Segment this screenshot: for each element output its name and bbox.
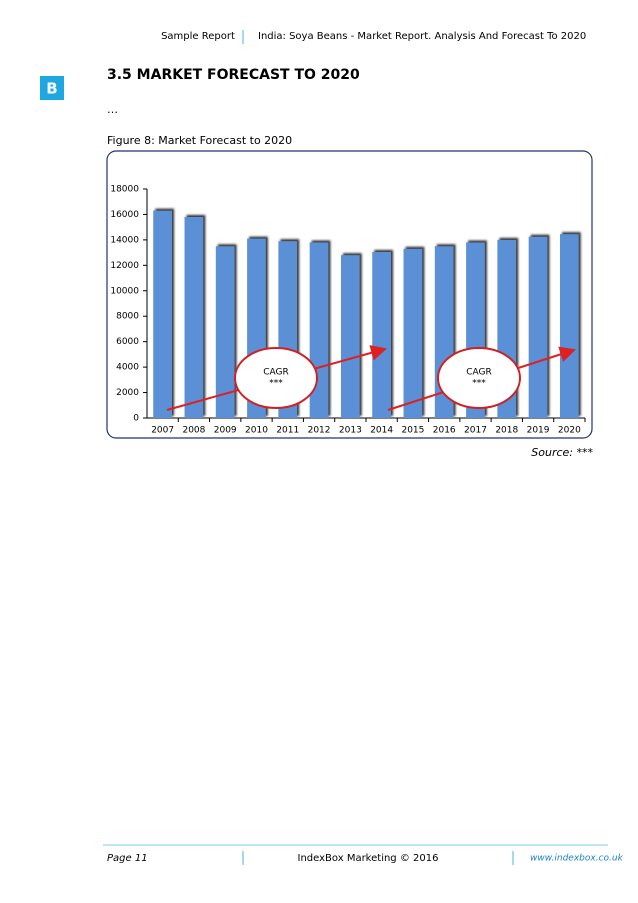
x-tick-label: 2011 xyxy=(276,426,299,436)
y-tick-label: 12000 xyxy=(110,261,139,271)
bar xyxy=(559,234,579,418)
figure-caption: Figure 8: Market Forecast to 2020 xyxy=(107,134,292,147)
footer-url: www.indexbox.co.uk xyxy=(530,854,624,864)
cagr-label: *** xyxy=(269,379,283,389)
bar xyxy=(215,246,235,418)
logo: B xyxy=(46,80,57,98)
section-title: 3.5 MARKET FORECAST TO 2020 xyxy=(107,67,360,83)
x-tick-label: 2017 xyxy=(464,426,487,436)
source: Source: *** xyxy=(531,446,593,459)
y-tick-label: 0 xyxy=(133,414,139,424)
y-tick-label: 6000 xyxy=(116,337,139,347)
x-tick-label: 2009 xyxy=(214,426,237,436)
y-tick-label: 14000 xyxy=(110,235,139,245)
x-tick-label: 2020 xyxy=(558,426,581,436)
bar xyxy=(184,216,204,418)
footer-company: IndexBox Marketing © 2016 xyxy=(298,853,439,864)
logo-box xyxy=(40,76,64,100)
cagr-callout xyxy=(437,347,521,409)
cagr-callout xyxy=(234,347,318,409)
x-tick-label: 2018 xyxy=(495,426,518,436)
bar xyxy=(340,255,360,418)
bar xyxy=(403,248,423,418)
y-tick-label: 4000 xyxy=(116,363,139,373)
y-tick-label: 16000 xyxy=(110,210,139,220)
page-number: Page 11 xyxy=(107,853,148,864)
cagr-label: CAGR xyxy=(263,368,289,378)
bar xyxy=(372,251,392,418)
y-tick-label: 10000 xyxy=(110,286,139,296)
chart: 0 2000 4000 6000 8000 10000 12000 14000 16000 180… xyxy=(110,185,586,436)
x-tick-label: 2016 xyxy=(433,426,456,436)
cagr-label: CAGR xyxy=(466,368,492,378)
x-tick-label: 2012 xyxy=(308,426,331,436)
header-left: Sample Report xyxy=(161,31,235,42)
cagr-label: *** xyxy=(472,379,486,389)
bar xyxy=(528,236,548,418)
ellipsis: … xyxy=(107,103,118,116)
y-tick-label: 18000 xyxy=(110,185,139,195)
x-tick-label: 2007 xyxy=(151,426,174,436)
x-tick-label: 2013 xyxy=(339,426,362,436)
header-right: India: Soya Beans - Market Report. Analy… xyxy=(258,31,586,42)
bar xyxy=(153,210,173,418)
y-tick-label: 8000 xyxy=(116,312,139,322)
x-tick-label: 2015 xyxy=(401,426,424,436)
y-tick-label: 2000 xyxy=(116,388,139,398)
x-tick-label: 2014 xyxy=(370,426,393,436)
x-tick-label: 2010 xyxy=(245,426,268,436)
x-tick-label: 2019 xyxy=(527,426,550,436)
x-tick-label: 2008 xyxy=(182,426,205,436)
